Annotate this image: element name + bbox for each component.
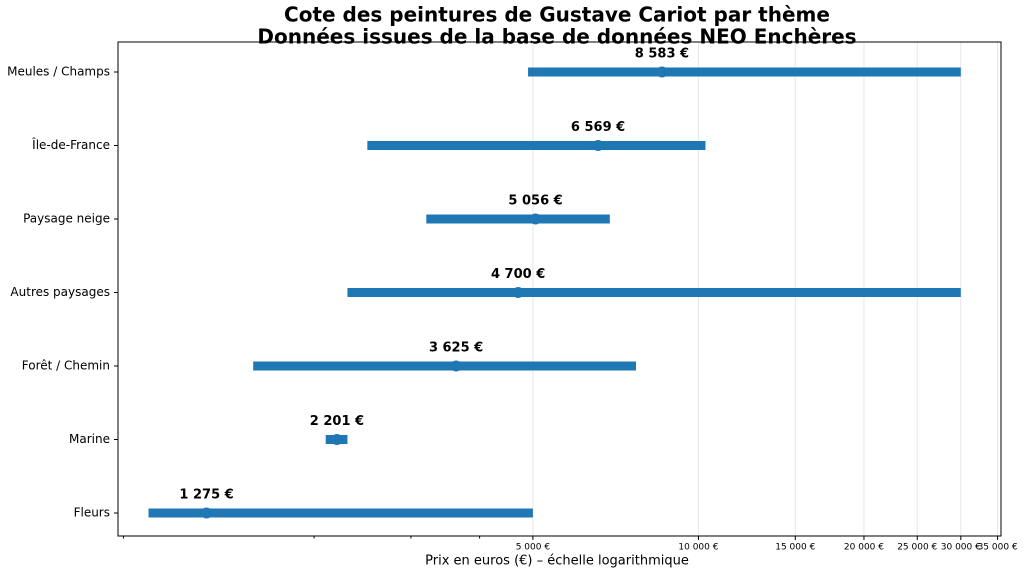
value-label: 4 700 €	[491, 267, 545, 282]
value-label: 3 625 €	[429, 341, 483, 356]
plot-frame	[117, 41, 1002, 537]
x-tick-label: 20 000 €	[844, 543, 884, 553]
x-tick-label: 25 000 €	[897, 543, 937, 553]
y-tick-label: Paysage neige	[23, 212, 110, 226]
value-label: 8 583 €	[635, 47, 689, 62]
value-label: 2 201 €	[310, 414, 364, 429]
y-tick-label: Fleurs	[74, 506, 110, 520]
x-tick-label: 5 000 €	[516, 543, 551, 553]
median-dot	[331, 434, 343, 445]
value-label: 1 275 €	[179, 488, 233, 503]
median-dot	[512, 287, 524, 298]
y-tick-label: Forêt / Chemin	[22, 359, 110, 373]
median-dot	[201, 507, 213, 519]
x-axis-label: Prix en euros (€) – échelle logarithmiqu…	[425, 554, 689, 569]
y-tick-label: Autres paysages	[10, 285, 110, 299]
x-tick-label: 15 000 €	[775, 543, 815, 553]
median-dot	[450, 360, 462, 372]
median-dot	[656, 66, 668, 78]
x-tick-label: 35 000 €	[978, 543, 1018, 553]
y-tick-label: Meules / Champs	[7, 65, 110, 79]
value-label: 6 569 €	[571, 120, 625, 135]
y-tick-label: Marine	[69, 432, 110, 446]
x-tick-label: 10 000 €	[678, 543, 718, 553]
value-label: 5 056 €	[508, 194, 562, 209]
y-tick-label: Île-de-France	[31, 137, 110, 152]
median-dot	[530, 213, 542, 225]
median-dot	[592, 140, 604, 151]
chart-subtitle: Données issues de la base de données NEO…	[257, 25, 856, 49]
x-tick-label: 30 000 €	[941, 543, 981, 553]
chart-title: Cote des peintures de Gustave Cariot par…	[284, 3, 830, 27]
